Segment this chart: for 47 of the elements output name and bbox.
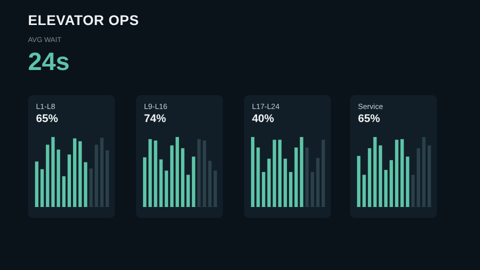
- bar: [300, 137, 304, 207]
- bar: [284, 158, 287, 207]
- chart-subtitle: 65%: [358, 113, 380, 125]
- bar: [181, 148, 184, 207]
- bar: [390, 160, 393, 207]
- bar: [384, 170, 388, 207]
- bar: [428, 145, 431, 207]
- bar: [395, 140, 398, 207]
- bar: [406, 156, 410, 207]
- bar: [46, 144, 50, 207]
- bar: [289, 172, 292, 207]
- bar: [362, 174, 366, 207]
- bar: [40, 169, 44, 207]
- bar: [170, 145, 174, 207]
- bar: [368, 148, 372, 207]
- text: ELEVATOR OPS: [28, 12, 139, 28]
- bar: [278, 140, 282, 207]
- bar: [35, 162, 38, 207]
- bar: [357, 156, 360, 207]
- bar: [267, 158, 271, 207]
- bar: [262, 172, 266, 207]
- bar: [143, 157, 146, 207]
- bar: [106, 150, 109, 207]
- bar: [186, 174, 190, 207]
- bar: [214, 170, 217, 207]
- bar: [62, 176, 66, 207]
- text: 24s: [28, 48, 71, 77]
- bar: [73, 138, 76, 207]
- bar: [272, 140, 276, 207]
- bar: [164, 170, 168, 207]
- bar: [256, 148, 260, 207]
- bar: [294, 148, 298, 207]
- bar: [68, 154, 71, 207]
- bar: [251, 137, 254, 207]
- bar: [56, 150, 60, 207]
- chart-subtitle: 40%: [252, 113, 274, 125]
- bar: [176, 137, 179, 207]
- bar: [154, 140, 158, 207]
- bar: [322, 140, 325, 207]
- chart-subtitle: 74%: [144, 113, 166, 125]
- bar: [400, 139, 404, 207]
- bar: [78, 141, 82, 207]
- bar: [192, 156, 196, 207]
- chart-subtitle: 65%: [36, 113, 58, 125]
- bar: [378, 145, 382, 207]
- bar: [84, 162, 88, 207]
- bar: [148, 139, 152, 207]
